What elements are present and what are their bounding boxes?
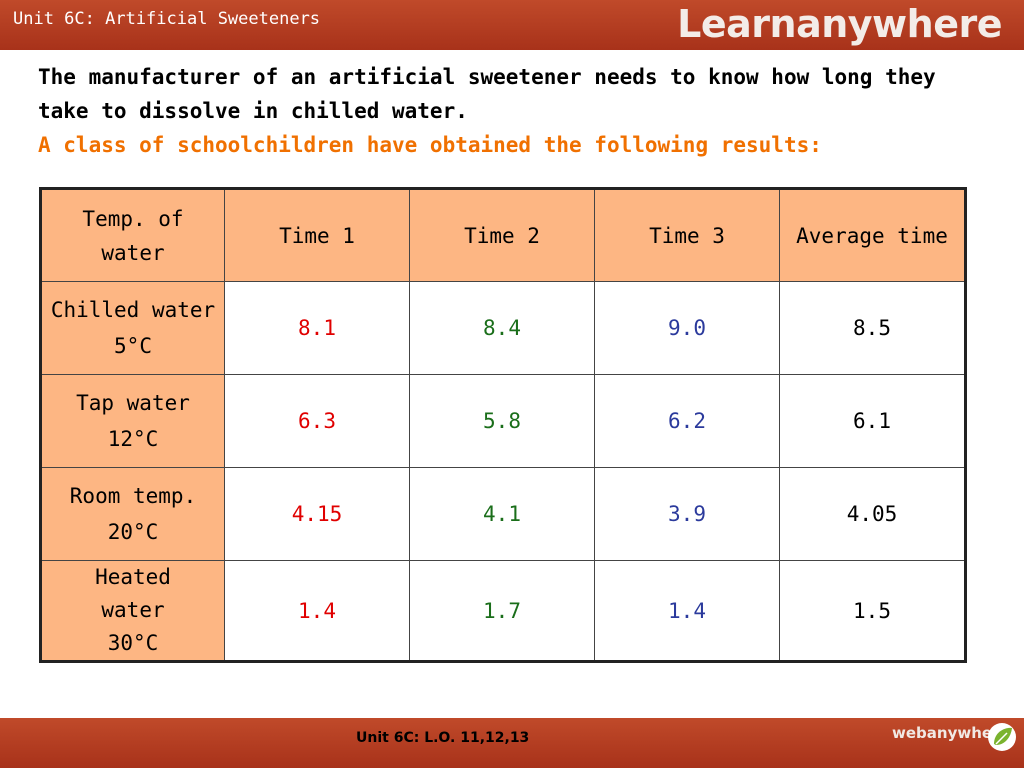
cell-average: 1.5 (779, 560, 966, 662)
footer-brand: webanywhere (892, 724, 1010, 742)
table-row: Tap water 12°C 6.3 5.8 6.2 6.1 (40, 374, 966, 468)
cell-time2: 4.1 (409, 467, 595, 561)
footer-text: Unit 6C: L.O. 11,12,13 (356, 730, 530, 746)
header-average: Average time (779, 188, 966, 282)
footer-bar: Unit 6C: L.O. 11,12,13 webanywhere (0, 718, 1024, 768)
row-label: Chilled water 5°C (40, 281, 225, 375)
cell-average: 6.1 (779, 374, 966, 468)
cell-time3: 3.9 (594, 467, 780, 561)
row-label: Tap water 12°C (40, 374, 225, 468)
unit-title: Unit 6C: Artificial Sweeteners (13, 9, 321, 29)
cell-average: 8.5 (779, 281, 966, 375)
intro-line2: A class of schoolchildren have obtained … (38, 133, 822, 157)
header-bar: Unit 6C: Artificial Sweeteners Learnanyw… (0, 0, 1024, 50)
table-header-row: Temp. of water Time 1 Time 2 Time 3 Aver… (40, 188, 966, 282)
brand-logo: Learnanywhere (677, 2, 1002, 46)
header-time3: Time 3 (594, 188, 780, 282)
intro-text: The manufacturer of an artificial sweete… (38, 60, 988, 162)
header-time1: Time 1 (224, 188, 410, 282)
results-table: Temp. of water Time 1 Time 2 Time 3 Aver… (39, 187, 967, 663)
cell-average: 4.05 (779, 467, 966, 561)
header-temp: Temp. of water (40, 188, 225, 282)
cell-time2: 5.8 (409, 374, 595, 468)
cell-time1: 1.4 (224, 560, 410, 662)
cell-time3: 1.4 (594, 560, 780, 662)
cell-time1: 6.3 (224, 374, 410, 468)
leaf-logo-icon (988, 723, 1016, 751)
cell-time1: 4.15 (224, 467, 410, 561)
row-label: Room temp. 20°C (40, 467, 225, 561)
row-label: Heated water 30°C (40, 560, 225, 662)
cell-time1: 8.1 (224, 281, 410, 375)
cell-time3: 9.0 (594, 281, 780, 375)
intro-line1: The manufacturer of an artificial sweete… (38, 65, 936, 123)
table-row: Chilled water 5°C 8.1 8.4 9.0 8.5 (40, 281, 966, 375)
table-row: Room temp. 20°C 4.15 4.1 3.9 4.05 (40, 467, 966, 561)
cell-time2: 8.4 (409, 281, 595, 375)
table-row: Heated water 30°C 1.4 1.7 1.4 1.5 (40, 560, 966, 662)
cell-time3: 6.2 (594, 374, 780, 468)
header-time2: Time 2 (409, 188, 595, 282)
cell-time2: 1.7 (409, 560, 595, 662)
